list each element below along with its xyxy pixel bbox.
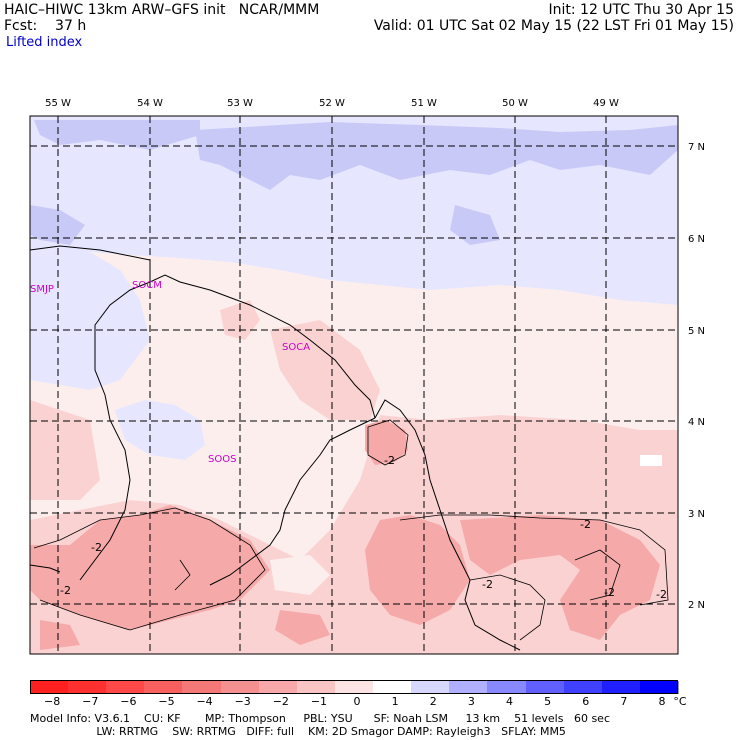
contour-label: -2 [656, 588, 667, 601]
valid-time: Valid: 01 UTC Sat 02 May 15 (22 LST Fri … [373, 18, 734, 34]
map-frame [29, 115, 679, 655]
field-name: Lifted index [6, 35, 83, 50]
contour-label: -2 [580, 518, 591, 531]
colorbar-tick-label: 1 [391, 695, 399, 708]
lon-label: 53 W [227, 98, 253, 109]
colorbar-tick-label: −4 [196, 695, 213, 708]
contours [33, 419, 669, 641]
colorbar-tick-label: 2 [429, 695, 437, 708]
colorbar-tick-label: −6 [120, 695, 137, 708]
station-label: SMJP [30, 284, 54, 295]
contour-label: -2 [384, 454, 395, 467]
colorbar-frame [30, 680, 678, 694]
shaded-field [30, 116, 678, 654]
lon-label: 52 W [319, 98, 345, 109]
colorbar-cell [639, 681, 679, 694]
lon-label: 55 W [45, 98, 71, 109]
lat-label: 4 N [688, 417, 705, 428]
coastline [29, 245, 521, 651]
colorbar-tick-label: −8 [44, 695, 61, 708]
lat-label: 6 N [688, 234, 705, 245]
colorbar-unit: °C [673, 695, 687, 708]
forecast-hour: Fcst: 37 h [4, 18, 87, 34]
lon-label: 54 W [137, 98, 163, 109]
station-label: SOOS [208, 454, 236, 465]
colorbar-tick-label: 7 [620, 695, 628, 708]
lat-label: 7 N [688, 142, 705, 153]
colorbar-tick-label: 6 [582, 695, 590, 708]
model-info-line1: Model Info: V3.6.1 CU: KF MP: Thompson P… [30, 712, 610, 725]
colorbar-tick-label: −2 [272, 695, 289, 708]
lon-label: 49 W [593, 98, 619, 109]
contour-label: -2 [482, 578, 493, 591]
station-label: SOCA [282, 342, 310, 353]
lat-label: 2 N [688, 600, 705, 611]
colorbar-tick-label: −7 [82, 695, 99, 708]
colorbar-tick-label: −3 [234, 695, 251, 708]
init-time: Init: 12 UTC Thu 30 Apr 15 [548, 2, 734, 18]
contour-label: -2 [91, 541, 102, 554]
model-info-line2: LW: RRTMG SW: RRTMG DIFF: full KM: 2D Sm… [30, 725, 566, 738]
lat-label: 5 N [688, 326, 705, 337]
graticule [30, 116, 678, 654]
model-title: HAIC–HIWC 13km ARW–GFS init NCAR/MMM [4, 2, 320, 18]
colorbar-tick-label: 8 [658, 695, 666, 708]
contour-label: -2 [604, 586, 615, 599]
colorbar-tick-label: −5 [158, 695, 175, 708]
lon-label: 50 W [502, 98, 528, 109]
colorbar-tick-label: 4 [506, 695, 514, 708]
station-label: SOCM [132, 280, 162, 291]
lat-label: 3 N [688, 509, 705, 520]
contour-label: -2 [60, 584, 71, 597]
colorbar-tick-label: 0 [353, 695, 361, 708]
colorbar-tick-label: 3 [467, 695, 475, 708]
colorbar-tick-label: 5 [544, 695, 552, 708]
lon-label: 51 W [411, 98, 437, 109]
colorbar-tick-label: −1 [310, 695, 328, 708]
